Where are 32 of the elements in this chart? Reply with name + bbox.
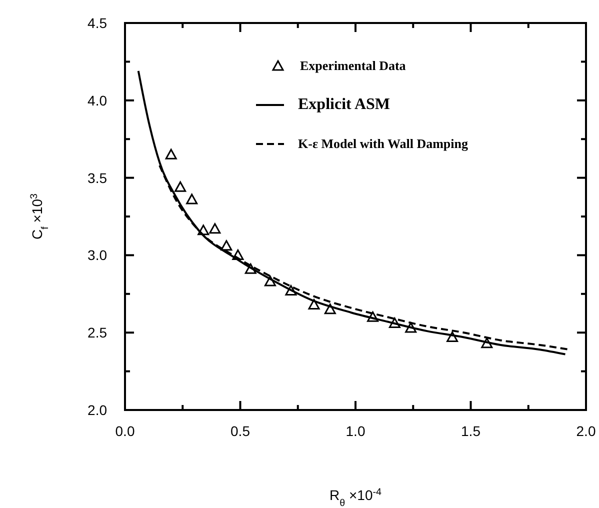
point (285, 285, 297, 296)
point (244, 263, 256, 274)
point (198, 224, 210, 236)
point (388, 318, 400, 328)
y-tick-label: 4.5 (88, 15, 108, 31)
legend-label: Experimental Data (300, 58, 406, 73)
point (186, 194, 198, 204)
point (367, 311, 379, 322)
x-tick-label: 2.0 (576, 423, 596, 439)
y-tick-label: 3.0 (88, 247, 108, 264)
point (209, 223, 221, 234)
point (264, 276, 276, 286)
point (324, 304, 336, 314)
legend-label: K-ε Model with Wall Damping (298, 136, 468, 151)
x-axis-title: R$_{θ}$ ×10$^{-4}$ (330, 486, 382, 508)
x-tick-label: 0.5 (230, 423, 250, 439)
x-tick-label: 0.0 (115, 423, 135, 439)
point (220, 240, 232, 251)
y-tick-label: 4.0 (88, 92, 108, 108)
point (405, 322, 417, 333)
point (174, 181, 186, 192)
point (308, 298, 320, 310)
point (481, 338, 493, 348)
x-tick-label: 1.0 (346, 423, 366, 439)
y-tick-label: 3.5 (88, 170, 108, 186)
legend-label: Explicit ASM (298, 96, 390, 113)
point (446, 331, 458, 342)
point (232, 249, 244, 260)
y-tick-label: 2.0 (88, 402, 108, 418)
x-tick-label: 1.5 (461, 423, 481, 439)
point (165, 148, 177, 160)
y-tick-label: 2.5 (88, 324, 108, 341)
